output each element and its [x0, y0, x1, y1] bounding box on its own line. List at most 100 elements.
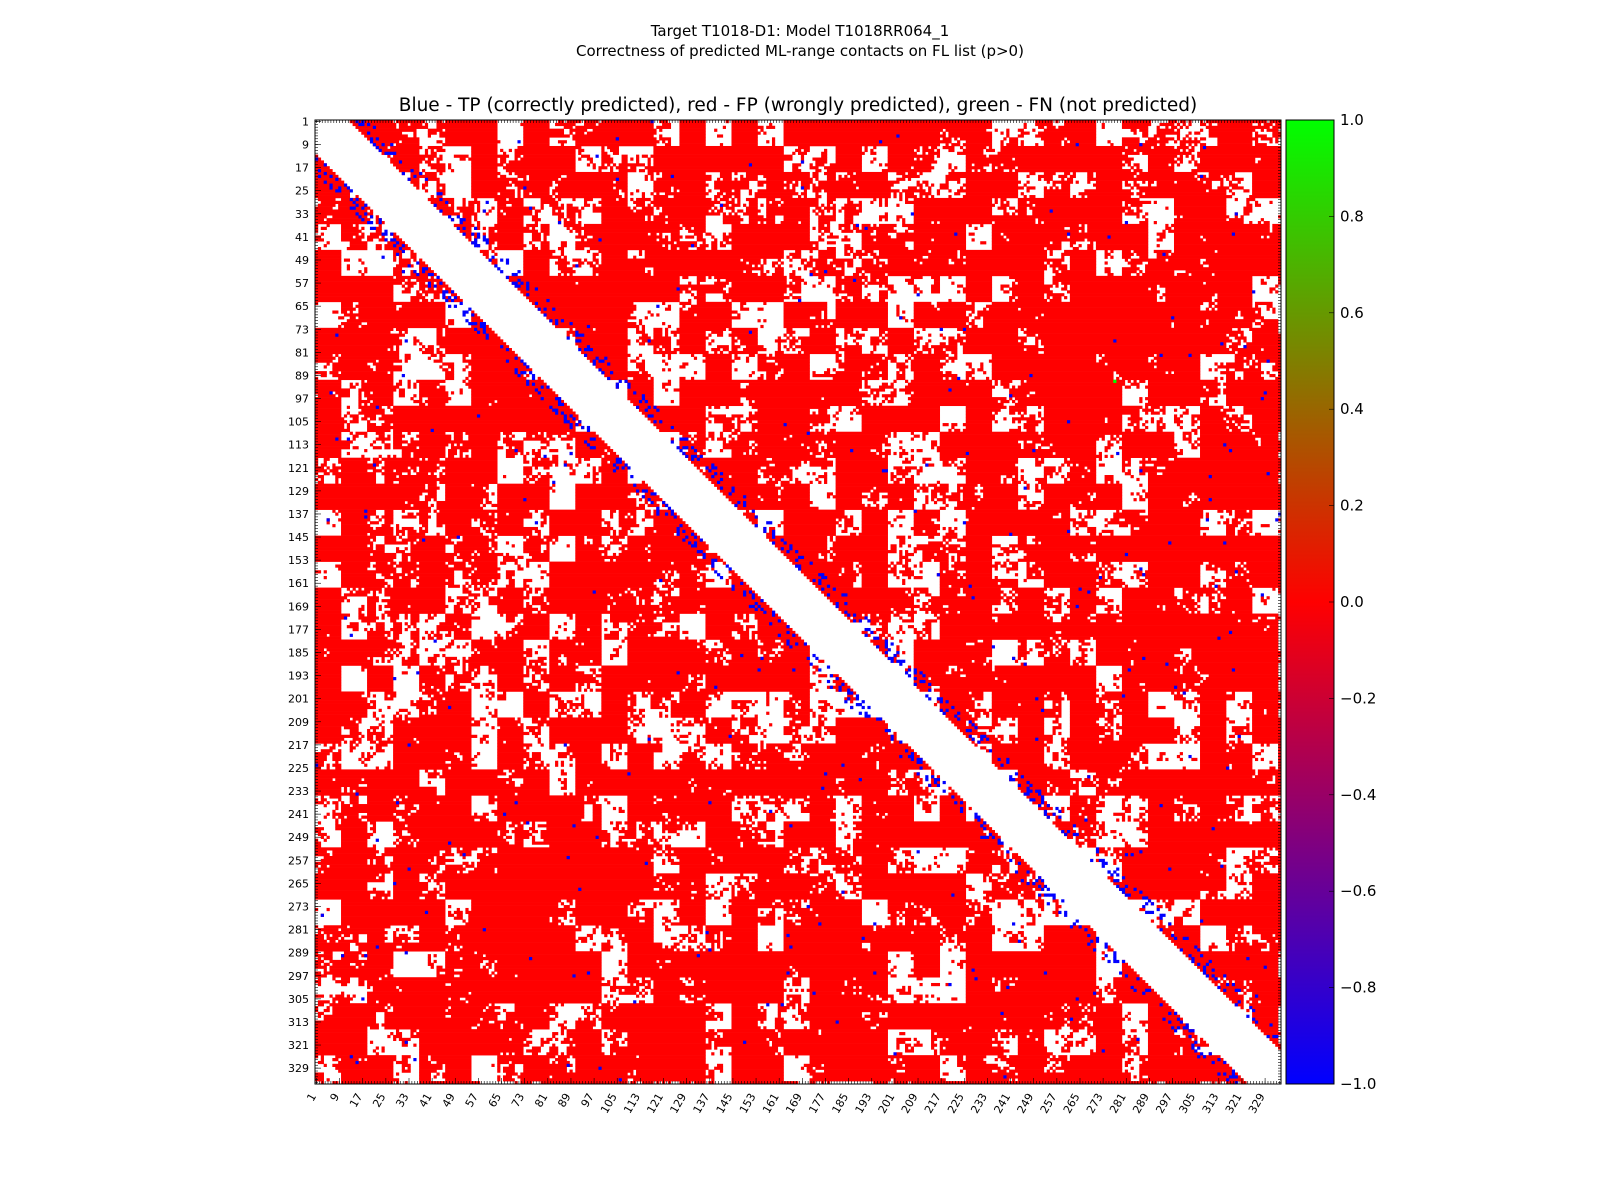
fp-cell-run	[430, 472, 434, 476]
fp-cell-run	[529, 298, 680, 303]
fp-cell-run	[748, 221, 758, 225]
fp-cell-run	[592, 538, 602, 542]
fp-cell-run	[1000, 145, 1126, 150]
fp-cell-run	[390, 408, 573, 412]
fp-cell-run	[1110, 255, 1114, 259]
fp-cell-run	[531, 238, 541, 242]
fp-cell-run	[601, 255, 628, 259]
fp-cell-run	[387, 633, 391, 637]
fp-cell-run	[656, 171, 660, 176]
fp-cell-run	[899, 197, 903, 202]
fp-cell-run	[690, 437, 695, 441]
fp-cell-run	[569, 218, 576, 222]
fp-cell-run	[372, 391, 394, 395]
fp-cell-run	[708, 405, 712, 409]
fp-cell-run	[696, 278, 706, 282]
fp-cell-run	[393, 270, 405, 274]
fp-cell-run	[1038, 218, 1123, 222]
fp-cell-run	[575, 541, 585, 545]
fp-cell-run	[939, 567, 949, 571]
fp-cell-run	[384, 509, 394, 513]
fp-cell-run	[818, 255, 836, 259]
fp-cell-run	[1072, 463, 1076, 467]
fp-cell-run	[315, 645, 405, 649]
fp-cell-run	[679, 576, 700, 580]
fp-cell-run	[540, 604, 608, 609]
fp-cell-run	[945, 348, 958, 352]
fp-cell-run	[393, 625, 403, 629]
fp-cell-run	[696, 281, 700, 285]
fp-cell-run	[962, 498, 978, 502]
fp-cell-run	[338, 203, 368, 207]
fp-cell-run	[488, 229, 495, 233]
fp-cell-run	[627, 627, 631, 632]
fp-cell-run	[965, 154, 987, 158]
fp-cell-run	[931, 287, 941, 291]
fp-cell-run	[835, 353, 842, 357]
fp-cell-run	[476, 550, 489, 554]
fp-cell-run	[627, 622, 631, 626]
fp-cell-run	[679, 397, 741, 401]
fp-cell-run	[922, 345, 929, 349]
fp-cell-run	[994, 607, 998, 611]
fp-cell-run	[1052, 443, 1097, 447]
fp-cell-run	[740, 177, 758, 181]
fp-cell-run	[852, 255, 857, 259]
fp-cell-run	[471, 316, 481, 320]
fp-cell-run	[1026, 180, 1030, 184]
fp-cell-run	[699, 587, 753, 591]
fp-cell-run	[939, 584, 949, 588]
fp-cell-run	[696, 246, 706, 251]
fp-cell-run	[638, 599, 643, 603]
fp-cell-run	[531, 235, 541, 239]
fp-cell-run	[1116, 607, 1120, 611]
fp-cell-run	[1200, 137, 1207, 141]
fp-cell-run	[1003, 137, 1007, 141]
fp-cell-run	[1130, 475, 1134, 479]
fp-cell-run	[1035, 336, 1230, 340]
fp-cell-run	[419, 270, 434, 274]
fp-cell-run	[338, 324, 342, 329]
fp-cell-run	[1003, 480, 1007, 484]
fp-cell-run	[818, 235, 822, 239]
fp-cell-run	[679, 246, 689, 251]
fp-cell-run	[465, 382, 547, 386]
fp-cell-run	[1000, 284, 1010, 288]
fp-cell-run	[589, 160, 593, 164]
fp-cell-run	[1185, 500, 1189, 505]
fp-cell-run	[448, 578, 455, 583]
fp-cell-run	[471, 399, 495, 404]
fp-cell-run	[731, 431, 738, 435]
fp-cell-run	[393, 446, 417, 450]
fp-cell-run	[899, 558, 903, 562]
fp-cell-run	[763, 258, 767, 262]
fp-cell-run	[824, 148, 828, 153]
fp-cell-run	[1107, 417, 1123, 421]
fp-cell-run	[315, 428, 351, 433]
fp-cell-run	[974, 642, 993, 646]
fp-cell-run	[1058, 267, 1068, 271]
fp-cell-run	[557, 120, 565, 124]
fp-cell-run	[575, 463, 579, 467]
fp-cell-run	[526, 593, 530, 597]
fp-cell-run	[705, 466, 761, 470]
fp-cell-run	[315, 616, 348, 620]
fp-cell-run	[1260, 599, 1267, 603]
fp-cell-run	[957, 466, 1019, 470]
fp-cell-run	[358, 397, 362, 401]
fp-cell-run	[1017, 558, 1074, 562]
fp-cell-run	[965, 509, 1071, 513]
fp-cell-run	[416, 578, 446, 583]
fp-cell-run	[384, 480, 394, 484]
fp-cell-run	[1191, 154, 1195, 158]
fp-cell-run	[902, 573, 914, 577]
fp-cell-run	[612, 648, 619, 652]
fp-cell-run	[523, 454, 527, 458]
fp-cell-run	[589, 246, 669, 251]
fp-cell-run	[390, 145, 423, 150]
fp-cell-run	[873, 642, 888, 646]
fp-cell-run	[760, 648, 773, 652]
fp-cell-run	[728, 232, 810, 236]
fp-cell-run	[575, 440, 605, 444]
fp-cell-run	[965, 475, 1001, 479]
